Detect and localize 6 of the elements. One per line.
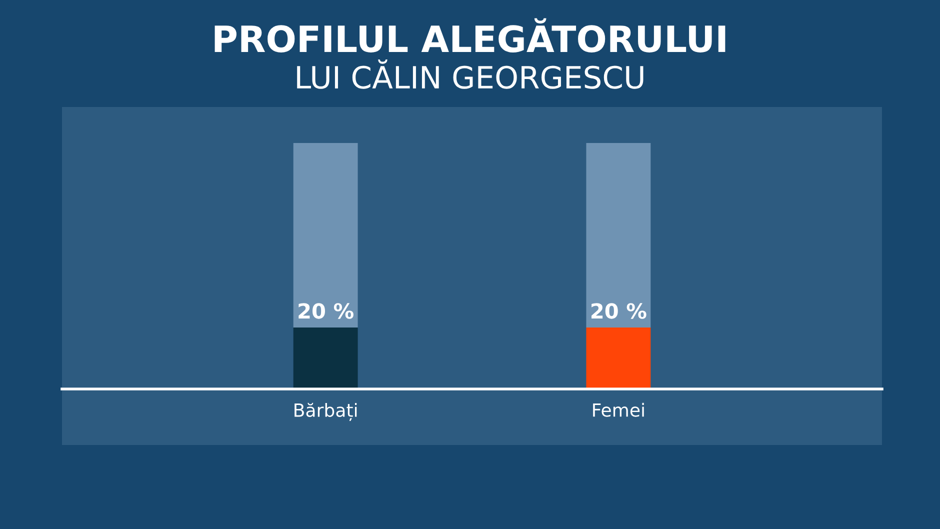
data-label: 20 % bbox=[592, 303, 646, 319]
chart-subtitle: LUI CĂLIN GEORGESCU bbox=[297, 60, 644, 89]
x-tick-label: Bărbați bbox=[294, 402, 357, 422]
chart-title: PROFILUL ALEGĂTORULUI bbox=[214, 18, 726, 52]
data-label: 20 % bbox=[298, 303, 354, 319]
x-tick-label: Femei bbox=[593, 402, 644, 417]
